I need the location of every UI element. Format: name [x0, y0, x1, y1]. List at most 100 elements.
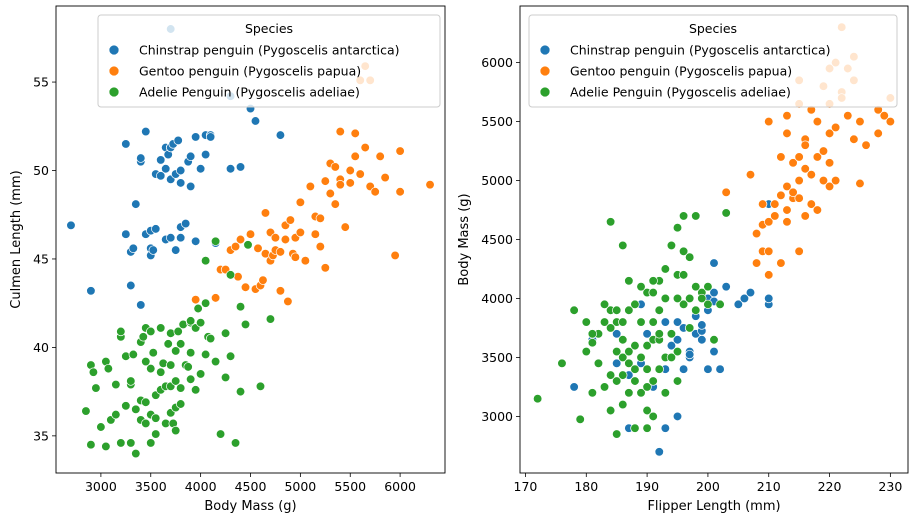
legend-marker — [108, 65, 120, 77]
scatter-point — [770, 199, 780, 209]
scatter-point — [141, 126, 151, 137]
scatter-point — [587, 338, 598, 348]
scatter-point — [111, 409, 121, 420]
scatter-point — [141, 397, 151, 407]
scatter-point — [830, 122, 841, 133]
scatter-point — [156, 367, 166, 377]
scatter-point — [794, 152, 804, 162]
scatter-point — [800, 140, 810, 150]
scatter-point — [283, 296, 293, 307]
y-tick-label: 3000 — [481, 409, 513, 424]
scatter-point — [96, 422, 106, 432]
scatter-point — [685, 252, 695, 262]
y-tick-label: 5500 — [481, 114, 513, 129]
scatter-point — [176, 383, 186, 393]
y-tick-label: 35 — [33, 428, 49, 443]
scatter-point — [86, 286, 96, 296]
scatter-point — [186, 374, 196, 384]
scatter-point — [660, 264, 670, 274]
scatter-points — [532, 22, 896, 457]
legend-marker — [539, 65, 551, 77]
scatter-point — [66, 220, 76, 230]
scatter-point — [818, 175, 829, 186]
scatter-point — [612, 346, 622, 357]
scatter-point — [782, 128, 792, 139]
scatter-point — [745, 287, 756, 298]
scatter-point — [163, 339, 173, 349]
x-tick-label: 190 — [635, 479, 659, 494]
scatter-point — [557, 358, 567, 368]
scatter-point — [672, 317, 683, 327]
scatter-point — [195, 164, 206, 174]
scatter-point — [320, 263, 330, 273]
scatter-point — [195, 317, 206, 328]
scatter-point — [166, 360, 176, 370]
scatter-point — [618, 240, 628, 251]
scatter-point — [587, 388, 598, 398]
legend-entry-label: Chinstrap penguin (Pygoscelis antarctica… — [139, 43, 400, 58]
scatter-point — [350, 151, 360, 162]
scatter-point — [380, 172, 390, 183]
scatter-point — [315, 213, 325, 223]
x-tick-label: 170 — [514, 479, 538, 494]
legend-entry-label: Adelie Penguin (Pygoscelis adeliae) — [139, 85, 360, 100]
scatter-point — [138, 332, 148, 342]
x-tick-label: 5500 — [334, 479, 366, 494]
scatter-point — [156, 155, 166, 165]
scatter-point — [148, 348, 158, 358]
scatter-point — [186, 181, 196, 192]
scatter-point — [235, 162, 246, 172]
scatter-point — [250, 116, 261, 126]
scatter-point — [605, 323, 616, 333]
scatter-point — [190, 236, 201, 246]
scatter-point — [103, 363, 114, 374]
scatter-point — [764, 217, 774, 227]
scatter-point — [636, 317, 646, 327]
legend-title: Species — [245, 21, 293, 36]
scatter-point — [340, 222, 350, 232]
scatter-point — [666, 352, 677, 363]
scatter-point — [636, 282, 646, 292]
scatter-point — [330, 162, 340, 172]
scatter-point — [171, 245, 181, 255]
scatter-point — [176, 339, 186, 349]
scatter-point — [660, 388, 670, 398]
scatter-point — [648, 411, 658, 422]
scatter-point — [395, 146, 405, 156]
scatter-point — [173, 326, 183, 337]
scatter-point — [806, 169, 816, 180]
scatter-point — [156, 323, 166, 333]
scatter-point — [642, 364, 652, 374]
chart-panel-1: 3000 3500 4000 4500 5000 5500 6000 35 40 45 50 55 Bo… — [9, 5, 446, 514]
scatter-point — [275, 286, 286, 296]
scatter-point — [243, 240, 253, 250]
y-tick-label: 3500 — [481, 350, 513, 365]
scatter-point — [205, 333, 216, 344]
scatter-point — [764, 246, 774, 256]
scatter-point — [721, 208, 731, 218]
scatter-point — [295, 227, 306, 238]
scatter-point — [335, 180, 345, 190]
scatter-point — [260, 208, 271, 218]
scatter-point — [136, 300, 146, 310]
scatter-point — [691, 282, 701, 292]
scatter-point — [678, 270, 689, 280]
scatter-point — [532, 394, 543, 404]
scatter-point — [193, 303, 203, 314]
scatter-point — [648, 376, 658, 386]
scatter-point — [121, 139, 131, 149]
scatter-point — [678, 299, 689, 310]
scatter-point — [758, 199, 768, 209]
scatter-point — [630, 340, 640, 351]
scatter-point — [220, 372, 231, 383]
scatter-point — [280, 234, 291, 245]
scatter-point — [764, 270, 774, 280]
scatter-point — [685, 349, 695, 360]
scatter-point — [648, 317, 658, 327]
scatter-point — [146, 363, 156, 374]
scatter-point — [624, 358, 634, 368]
scatter-point — [672, 293, 683, 304]
scatter-point — [171, 346, 181, 356]
scatter-point — [195, 369, 206, 379]
scatter-point — [636, 388, 646, 398]
